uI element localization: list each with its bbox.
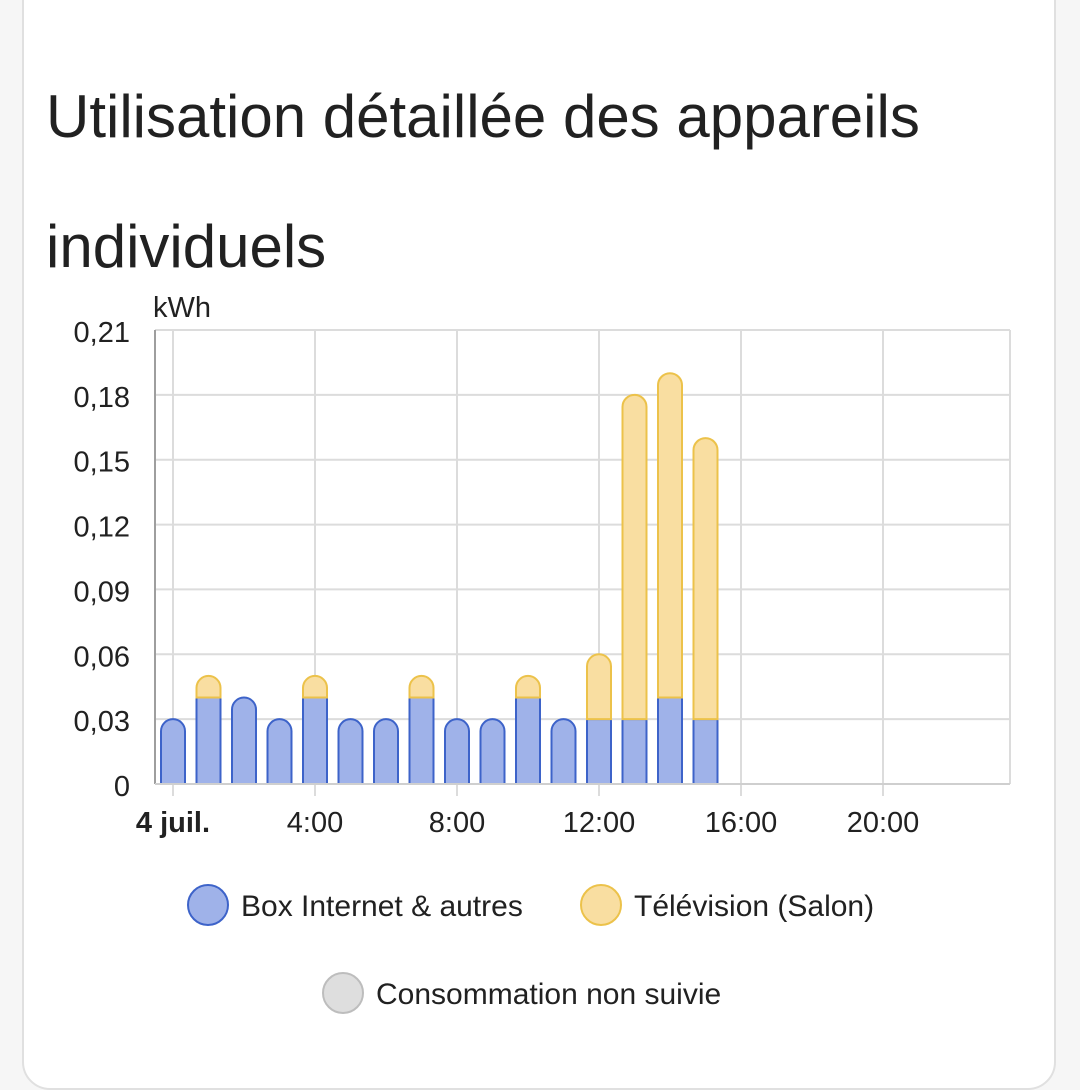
x-tick-label: 16:00 xyxy=(705,807,778,839)
bar-television xyxy=(692,437,719,721)
legend-item[interactable]: Télévision (Salon) xyxy=(580,884,874,926)
bar-box-internet xyxy=(195,696,222,785)
y-tick-label: 0,18 xyxy=(74,382,130,414)
bar-box-internet xyxy=(515,696,541,785)
x-tick-label: 20:00 xyxy=(847,807,920,839)
bar-television xyxy=(515,674,541,699)
bar-box-internet xyxy=(373,718,399,785)
legend-label: Télévision (Salon) xyxy=(634,890,874,923)
bar-box-internet xyxy=(444,718,470,785)
legend-swatch xyxy=(322,972,364,1014)
legend-item[interactable]: Consommation non suivie xyxy=(322,972,721,1014)
chart-legend[interactable]: Box Internet & autres Télévision (Salon) C… xyxy=(187,884,874,1014)
bar-television xyxy=(195,674,222,699)
bar-television xyxy=(302,674,328,699)
bar-television xyxy=(408,674,435,699)
bar-box-internet xyxy=(266,718,293,785)
bar-box-internet xyxy=(550,718,577,785)
bar-box-internet xyxy=(231,696,257,785)
x-tick-label: 12:00 xyxy=(563,807,636,839)
legend-swatch xyxy=(580,884,622,926)
legend-label: Box Internet & autres xyxy=(241,890,523,923)
bar-television xyxy=(586,653,612,721)
devices-usage-chart: 0 0,03 0,06 0,09 0,12 0,15 0,18 0,21 4 juil. 4:00… xyxy=(74,292,1011,1014)
x-tick-label: 4 juil. xyxy=(136,807,210,839)
bar-box-internet xyxy=(692,718,719,785)
legend-item[interactable]: Box Internet & autres xyxy=(187,884,523,926)
y-tick-label: 0,06 xyxy=(74,641,130,673)
x-tick-label: 4:00 xyxy=(287,807,343,839)
y-tick-label: 0,21 xyxy=(74,317,130,349)
chart-bars xyxy=(160,372,719,785)
x-tick-label: 8:00 xyxy=(429,807,485,839)
y-tick-label: 0,12 xyxy=(74,512,130,544)
bar-box-internet xyxy=(337,718,364,785)
bar-box-internet xyxy=(621,718,648,785)
legend-swatch xyxy=(187,884,229,926)
bar-box-internet xyxy=(302,696,328,785)
bar-box-internet xyxy=(160,718,186,785)
bar-television xyxy=(657,372,683,699)
bar-box-internet xyxy=(408,696,435,785)
y-tick-label: 0,03 xyxy=(74,706,130,738)
bar-television xyxy=(621,393,648,721)
legend-label: Consommation non suivie xyxy=(376,978,721,1011)
y-unit-label: kWh xyxy=(153,292,211,324)
y-tick-label: 0,09 xyxy=(74,576,130,608)
bar-box-internet xyxy=(586,718,612,785)
bar-box-internet xyxy=(657,696,683,785)
card-title: Utilisation détaillée des appareils indi… xyxy=(46,83,920,280)
y-tick-label: 0,15 xyxy=(74,447,130,479)
chart-axes: 0 0,03 0,06 0,09 0,12 0,15 0,18 0,21 4 juil. 4:00… xyxy=(74,292,1010,839)
y-tick-label: 0 xyxy=(114,771,130,803)
bar-box-internet xyxy=(479,718,506,785)
